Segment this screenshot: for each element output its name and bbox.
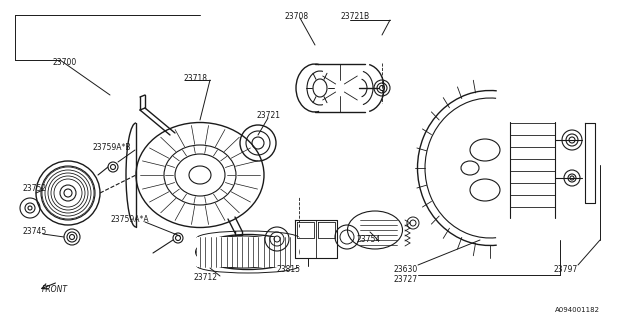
Text: 23815: 23815 — [276, 266, 300, 275]
Text: A094001182: A094001182 — [555, 307, 600, 313]
Text: 23745: 23745 — [22, 228, 46, 236]
Text: 23797: 23797 — [553, 266, 577, 275]
Text: 23754: 23754 — [356, 236, 380, 244]
Text: 23759A*A: 23759A*A — [110, 215, 148, 225]
Text: 23721: 23721 — [256, 110, 280, 119]
Text: 23708: 23708 — [284, 12, 308, 20]
Text: 23718: 23718 — [183, 74, 207, 83]
Text: 23759A*B: 23759A*B — [92, 142, 131, 151]
Text: 23752: 23752 — [22, 183, 46, 193]
Polygon shape — [197, 237, 299, 267]
Text: 23712: 23712 — [193, 274, 217, 283]
Text: FRONT: FRONT — [42, 285, 68, 294]
Text: 23630: 23630 — [393, 266, 417, 275]
Text: 23721B: 23721B — [340, 12, 369, 20]
Text: 23727: 23727 — [393, 276, 417, 284]
Text: 23700: 23700 — [52, 58, 76, 67]
